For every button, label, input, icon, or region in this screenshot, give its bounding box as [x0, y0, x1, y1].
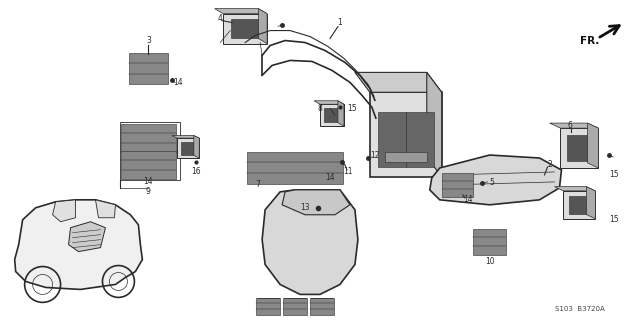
Polygon shape: [442, 173, 473, 197]
Polygon shape: [320, 104, 344, 126]
Text: 6: 6: [567, 121, 572, 130]
Text: 3: 3: [146, 36, 151, 45]
Polygon shape: [427, 72, 441, 177]
Text: 15: 15: [347, 104, 357, 113]
Text: 8: 8: [318, 104, 322, 113]
Polygon shape: [214, 9, 267, 14]
Polygon shape: [123, 152, 174, 178]
Text: 4: 4: [218, 14, 223, 23]
Polygon shape: [256, 298, 280, 315]
Polygon shape: [385, 152, 427, 162]
Text: 13: 13: [300, 203, 310, 212]
Text: 14: 14: [463, 195, 473, 204]
Polygon shape: [378, 112, 434, 167]
Polygon shape: [475, 230, 505, 253]
Text: 14: 14: [325, 173, 335, 182]
Polygon shape: [52, 200, 75, 222]
Polygon shape: [283, 298, 307, 315]
Polygon shape: [262, 190, 358, 294]
Polygon shape: [181, 141, 195, 155]
Polygon shape: [257, 298, 279, 314]
Polygon shape: [130, 54, 167, 82]
Text: 15: 15: [609, 171, 619, 180]
Polygon shape: [223, 14, 267, 44]
Polygon shape: [121, 124, 176, 152]
Polygon shape: [310, 298, 334, 315]
Polygon shape: [567, 135, 592, 161]
Polygon shape: [314, 101, 344, 104]
Text: 9: 9: [146, 188, 151, 196]
Text: 1: 1: [338, 18, 343, 27]
Polygon shape: [324, 108, 340, 122]
Text: 7: 7: [256, 180, 260, 189]
Polygon shape: [231, 19, 260, 38]
Polygon shape: [282, 190, 350, 215]
Polygon shape: [443, 174, 471, 196]
Polygon shape: [311, 298, 333, 314]
Text: 14: 14: [174, 78, 183, 87]
Text: 15: 15: [609, 215, 619, 224]
Polygon shape: [258, 9, 267, 44]
Polygon shape: [177, 138, 199, 158]
Polygon shape: [123, 125, 174, 151]
Text: 16: 16: [191, 167, 201, 176]
Polygon shape: [194, 136, 199, 158]
Polygon shape: [569, 196, 590, 214]
Polygon shape: [338, 101, 344, 126]
Polygon shape: [15, 200, 142, 289]
Polygon shape: [430, 155, 561, 205]
Polygon shape: [549, 123, 598, 128]
Polygon shape: [473, 228, 506, 255]
Text: 2: 2: [547, 160, 552, 170]
Polygon shape: [355, 72, 441, 92]
Polygon shape: [588, 123, 598, 168]
Polygon shape: [68, 222, 105, 252]
Polygon shape: [554, 187, 595, 191]
Text: 12: 12: [370, 150, 380, 160]
Polygon shape: [370, 92, 441, 177]
Polygon shape: [586, 187, 595, 219]
Polygon shape: [121, 151, 176, 179]
Polygon shape: [172, 136, 199, 138]
Polygon shape: [96, 200, 115, 218]
Text: 14: 14: [144, 177, 153, 187]
Polygon shape: [560, 128, 598, 168]
Text: 5: 5: [489, 179, 494, 188]
Polygon shape: [251, 153, 339, 183]
Polygon shape: [129, 53, 168, 84]
Polygon shape: [563, 191, 595, 219]
Polygon shape: [247, 152, 343, 184]
Text: FR.: FR.: [580, 36, 599, 45]
Text: 11: 11: [343, 167, 353, 176]
Text: S103  B3720A: S103 B3720A: [554, 306, 604, 312]
Text: 10: 10: [485, 257, 494, 266]
Polygon shape: [284, 298, 306, 314]
